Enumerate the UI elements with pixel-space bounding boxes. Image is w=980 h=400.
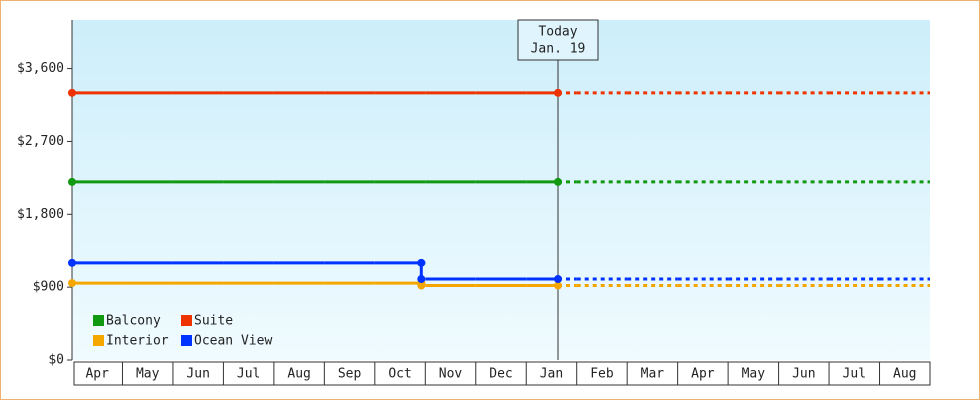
point bbox=[554, 88, 562, 97]
x-tick-label: Sep bbox=[338, 367, 362, 382]
x-tick-label: Jun bbox=[186, 367, 209, 382]
plot-area bbox=[72, 20, 930, 360]
x-tick-label: Jul bbox=[237, 367, 260, 382]
legend-label: Suite bbox=[194, 314, 233, 329]
today-label: Today bbox=[538, 25, 577, 40]
x-tick-label: Aug bbox=[893, 367, 916, 382]
y-tick-label: $0 bbox=[48, 353, 64, 368]
legend-label: Ocean View bbox=[194, 334, 272, 349]
legend-swatch bbox=[93, 315, 104, 326]
y-tick-label: $3,600 bbox=[17, 61, 64, 76]
x-axis-box bbox=[73, 361, 931, 386]
x-tick-label: Dec bbox=[489, 367, 512, 382]
y-tick-label: $2,700 bbox=[17, 134, 64, 149]
point bbox=[68, 88, 76, 97]
y-tick-label: $1,800 bbox=[17, 207, 64, 222]
x-tick-label: Nov bbox=[439, 367, 463, 382]
point bbox=[417, 275, 426, 284]
legend-swatch bbox=[181, 315, 192, 326]
legend-label: Interior bbox=[106, 334, 169, 349]
x-tick-label: May bbox=[742, 367, 766, 382]
point bbox=[68, 258, 76, 267]
y-tick-label: $900 bbox=[33, 280, 64, 295]
x-tick-label: Jan bbox=[540, 367, 563, 382]
x-tick-label: Mar bbox=[641, 367, 665, 382]
point bbox=[417, 258, 426, 267]
point bbox=[417, 281, 426, 290]
legend-label: Balcony bbox=[106, 314, 161, 329]
point bbox=[554, 177, 562, 186]
x-tick-label: May bbox=[136, 367, 160, 382]
x-tick-label: Apr bbox=[691, 367, 715, 382]
x-tick-label: Oct bbox=[388, 367, 411, 382]
point bbox=[68, 177, 76, 186]
point bbox=[554, 281, 562, 290]
x-tick-label: Feb bbox=[590, 367, 614, 382]
today-date: Jan. 19 bbox=[531, 42, 586, 57]
x-tick-label: Aug bbox=[287, 367, 310, 382]
point bbox=[68, 279, 76, 288]
x-tick-label: Apr bbox=[85, 367, 109, 382]
point bbox=[554, 275, 562, 284]
x-tick-label: Jul bbox=[843, 367, 866, 382]
legend-swatch bbox=[93, 335, 104, 346]
today-box bbox=[517, 19, 599, 61]
legend-swatch bbox=[181, 335, 192, 346]
x-tick-label: Jun bbox=[792, 367, 815, 382]
